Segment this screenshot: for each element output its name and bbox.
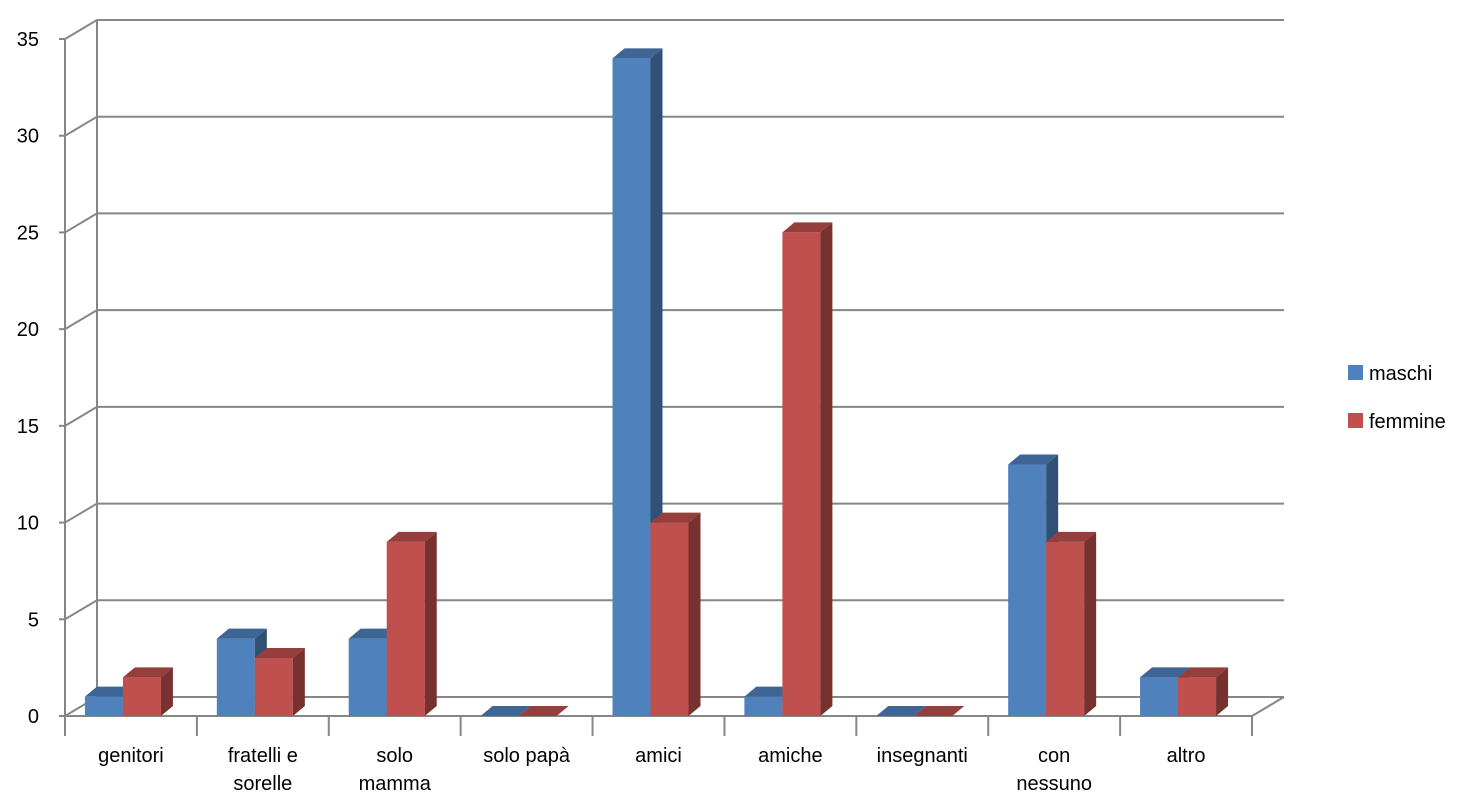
gridline bbox=[64, 309, 1284, 331]
x-tick-label: insegnanti bbox=[877, 745, 968, 767]
bar-femmine bbox=[650, 512, 701, 716]
bar-maschi bbox=[480, 706, 531, 716]
legend-swatch-maschi bbox=[1348, 365, 1363, 380]
gridline bbox=[64, 502, 1284, 524]
bar-maschi bbox=[876, 706, 927, 716]
y-tick-label: 5 bbox=[28, 609, 39, 631]
bar-femmine bbox=[782, 222, 833, 716]
y-tick-label: 25 bbox=[17, 222, 39, 244]
x-tick-label: altro bbox=[1167, 745, 1206, 767]
bar-femmine bbox=[386, 531, 437, 716]
bar-femmine bbox=[1178, 667, 1229, 716]
gridline bbox=[64, 212, 1284, 234]
chart-walls bbox=[64, 20, 98, 716]
y-tick-label: 0 bbox=[28, 706, 39, 728]
gridline bbox=[64, 599, 1284, 621]
gridline bbox=[64, 115, 1284, 137]
x-tick-label: solo mamma bbox=[359, 745, 432, 795]
x-tick-label: con nessuno bbox=[1016, 745, 1092, 795]
bar-femmine bbox=[122, 667, 173, 716]
y-tick-label: 20 bbox=[17, 319, 39, 341]
bar-femmine bbox=[914, 706, 965, 716]
x-tick-label: fratelli e sorelle bbox=[228, 745, 298, 795]
floor-right-edge bbox=[1251, 696, 1285, 717]
x-tick-label: genitori bbox=[98, 745, 164, 767]
bars bbox=[84, 48, 1229, 717]
y-tick-label: 35 bbox=[17, 29, 39, 51]
y-tick-label: 10 bbox=[17, 513, 39, 535]
legend-label-femmine: femmine bbox=[1369, 411, 1446, 433]
bar-femmine bbox=[518, 706, 569, 716]
y-tick-label: 15 bbox=[17, 416, 39, 438]
x-tick-label: amici bbox=[635, 745, 682, 767]
gridlines bbox=[64, 19, 1284, 717]
bar-femmine bbox=[1046, 531, 1097, 716]
x-tick-label: solo papà bbox=[483, 745, 571, 767]
y-axis: 0 5 10 15 20 25 30 35 bbox=[17, 29, 65, 728]
y-tick-label: 30 bbox=[17, 126, 39, 148]
gridline bbox=[64, 405, 1284, 427]
x-tick-label: amiche bbox=[758, 745, 822, 767]
bar-femmine bbox=[254, 647, 305, 716]
legend-label-maschi: maschi bbox=[1369, 363, 1432, 385]
legend: maschi femmine bbox=[1348, 363, 1446, 433]
gridline bbox=[64, 19, 1284, 40]
legend-swatch-femmine bbox=[1348, 413, 1363, 428]
